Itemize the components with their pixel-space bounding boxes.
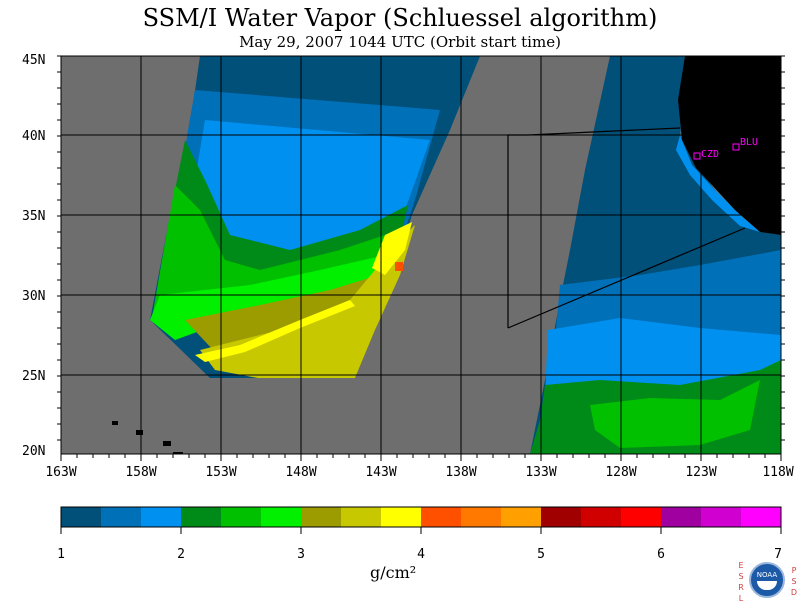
colorbar-ticks bbox=[60, 527, 782, 534]
map-frame bbox=[60, 55, 782, 455]
station-markers: CZD BLU bbox=[693, 137, 758, 160]
colorbar-swatch bbox=[141, 507, 182, 527]
colorbar-swatch bbox=[301, 507, 342, 527]
station-blu-label: BLU bbox=[740, 137, 758, 148]
east-swath-green bbox=[590, 380, 760, 448]
station-czd-marker bbox=[693, 152, 701, 160]
colorbar-labels: 1 2 3 4 5 6 7 bbox=[57, 547, 782, 562]
west-swath-olive bbox=[185, 270, 395, 352]
lon-label-128w: 128W bbox=[605, 465, 636, 480]
colorbar-swatch bbox=[741, 507, 782, 527]
lat-label-25n: 25N bbox=[22, 369, 45, 384]
island-oahu bbox=[136, 430, 143, 435]
colorbar-swatch bbox=[221, 507, 262, 527]
lon-label-143w: 143W bbox=[365, 465, 396, 480]
lat-label-45n: 45N bbox=[22, 53, 45, 68]
west-swath-yellow-streak bbox=[195, 300, 355, 362]
lat-labels: 45N 40N 35N 30N 25N 20N bbox=[22, 53, 45, 459]
east-swath bbox=[530, 56, 781, 454]
island-kauai bbox=[112, 421, 118, 425]
island-hawaii bbox=[173, 452, 183, 454]
colorbar-swatch bbox=[621, 507, 662, 527]
graticule bbox=[61, 56, 781, 454]
land-california bbox=[678, 56, 781, 235]
lat-label-30n: 30N bbox=[22, 289, 45, 304]
colorbar-swatch bbox=[341, 507, 382, 527]
colorbar-swatch bbox=[381, 507, 422, 527]
colorbar-swatch bbox=[461, 507, 502, 527]
hawaii-islands bbox=[112, 421, 183, 454]
noaa-logo: NOAA bbox=[749, 562, 785, 598]
colorbar-label-2: 2 bbox=[177, 547, 185, 562]
tick-marks bbox=[57, 55, 785, 461]
colorbar-swatch bbox=[101, 507, 142, 527]
colorbar-swatch bbox=[661, 507, 702, 527]
colorbar-unit: g/cm² bbox=[370, 563, 417, 582]
lat-label-20n: 20N bbox=[22, 444, 45, 459]
lon-label-138w: 138W bbox=[445, 465, 476, 480]
colorbar-swatch bbox=[61, 507, 102, 527]
colorbar-label-7: 7 bbox=[774, 547, 782, 562]
colorbar-label-6: 6 bbox=[657, 547, 665, 562]
lon-label-133w: 133W bbox=[525, 465, 556, 480]
west-swath-orange-spot bbox=[395, 262, 403, 271]
colorbar-swatch bbox=[421, 507, 462, 527]
map-title: SSM/I Water Vapor (Schluessel algorithm) bbox=[142, 4, 658, 32]
noaa-logo-text: NOAA bbox=[756, 571, 778, 579]
island-maui bbox=[163, 441, 171, 446]
station-blu-marker bbox=[732, 143, 740, 151]
colorbar-label-4: 4 bbox=[417, 547, 425, 562]
lon-label-163w: 163W bbox=[45, 465, 76, 480]
colorbar-label-5: 5 bbox=[537, 547, 545, 562]
colorbar-swatch bbox=[701, 507, 742, 527]
lon-labels: 163W 158W 153W 148W 143W 138W 133W 128W … bbox=[45, 465, 793, 480]
colorbar-swatch bbox=[541, 507, 582, 527]
lat-label-40n: 40N bbox=[22, 129, 45, 144]
map-subtitle: May 29, 2007 1044 UTC (Orbit start time) bbox=[239, 33, 561, 51]
colorbar-swatch bbox=[501, 507, 542, 527]
east-swath-blue bbox=[545, 318, 781, 395]
station-czd-label: CZD bbox=[701, 149, 719, 160]
lon-label-123w: 123W bbox=[685, 465, 716, 480]
lon-label-148w: 148W bbox=[285, 465, 316, 480]
colorbar bbox=[61, 507, 782, 527]
colorbar-label-3: 3 bbox=[297, 547, 305, 562]
west-swath bbox=[150, 56, 480, 378]
noaa-logo-bird-icon bbox=[757, 581, 777, 590]
colorbar-label-1: 1 bbox=[57, 547, 65, 562]
lon-label-158w: 158W bbox=[125, 465, 156, 480]
lon-label-153w: 153W bbox=[205, 465, 236, 480]
colorbar-swatch bbox=[261, 507, 302, 527]
colorbar-swatch bbox=[181, 507, 222, 527]
lat-label-35n: 35N bbox=[22, 209, 45, 224]
colorbar-swatch bbox=[581, 507, 622, 527]
lon-label-118w: 118W bbox=[762, 465, 793, 480]
west-swath-yellow-band bbox=[372, 222, 412, 275]
